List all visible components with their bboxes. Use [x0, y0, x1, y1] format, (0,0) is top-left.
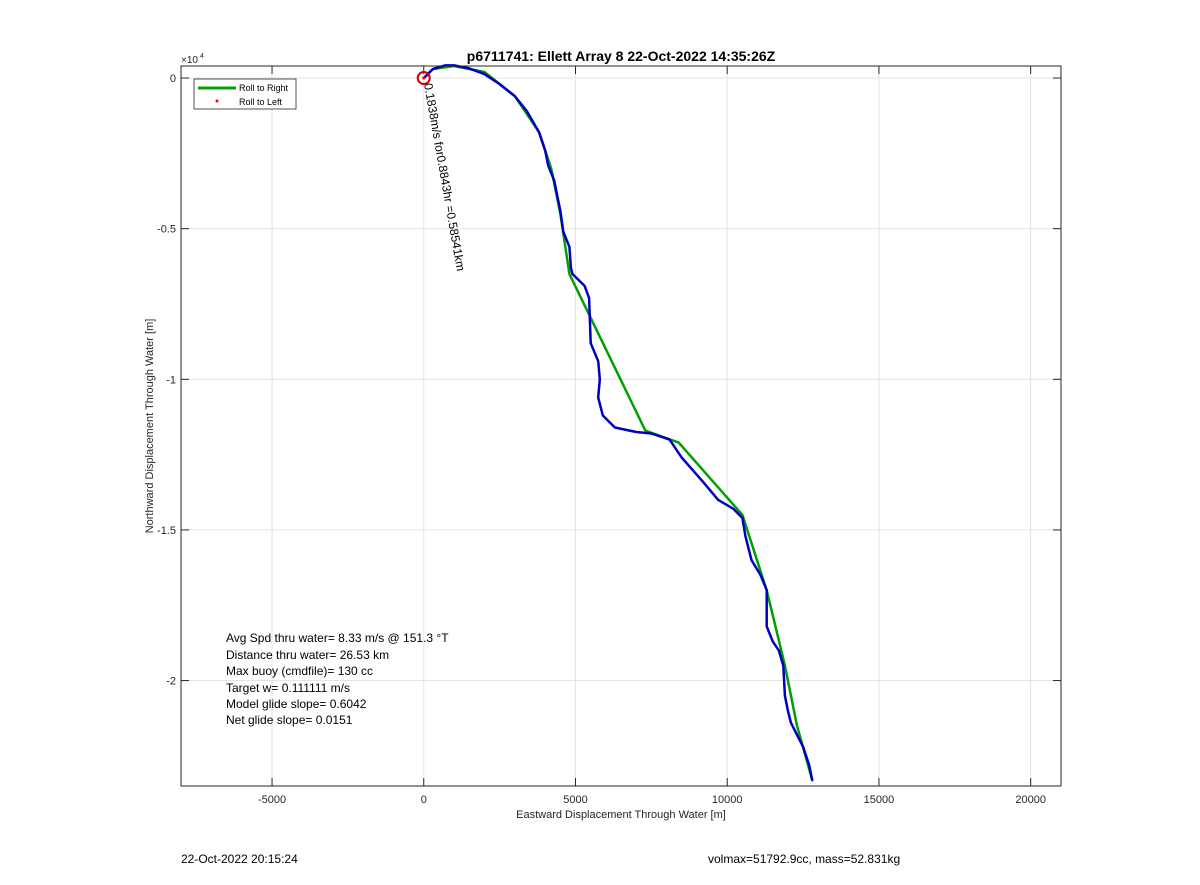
y-tick-label: 0 — [170, 73, 176, 85]
x-tick-label: 15000 — [864, 794, 895, 806]
stats-annotations: Avg Spd thru water= 8.33 m/s @ 151.3 °T … — [226, 631, 449, 727]
footer-volmax-mass: volmax=51792.9cc, mass=52.831kg — [708, 852, 901, 866]
y-tick-label: -1 — [166, 374, 176, 386]
annotation-target-w: Target w= 0.111111 m/s — [226, 681, 350, 695]
x-tick-label: 20000 — [1015, 794, 1046, 806]
legend-roll-right-label: Roll to Right — [239, 83, 289, 93]
x-tick-label: 10000 — [712, 794, 743, 806]
roll-left-point — [422, 76, 426, 80]
legend-box — [193, 78, 297, 110]
annotation-model-glide: Model glide slope= 0.6042 — [226, 697, 367, 711]
legend: Roll to Right Roll to Left — [193, 78, 297, 110]
annotation-avg-speed: Avg Spd thru water= 8.33 m/s @ 151.3 °T — [226, 631, 449, 645]
y-tick-label: -1.5 — [157, 525, 176, 537]
legend-roll-left-label: Roll to Left — [239, 97, 283, 107]
marker-layer — [416, 71, 431, 86]
x-tick-label: -5000 — [258, 794, 286, 806]
x-axis-label: Eastward Displacement Through Water [m] — [516, 809, 726, 821]
axis-ticks — [181, 66, 1061, 786]
y-multiplier-label: ×10 4 — [181, 53, 204, 66]
plot-frame — [180, 65, 1062, 787]
annotation-distance: Distance thru water= 26.53 km — [226, 648, 389, 662]
start-marker — [416, 71, 431, 86]
y-axis-label: Northward Displacement Through Water [m] — [144, 319, 156, 534]
svg-text:×10: ×10 — [181, 55, 198, 66]
svg-text:4: 4 — [200, 53, 204, 60]
x-tick-label: 0 — [421, 794, 427, 806]
chart-title: p6711741: Ellett Array 8 22-Oct-2022 14:… — [467, 48, 776, 64]
footer-timestamp: 22-Oct-2022 20:15:24 — [181, 852, 298, 866]
y-tick-label: -0.5 — [157, 224, 176, 236]
y-tick-label: -2 — [166, 676, 176, 688]
tick-labels: -5000 0 5000 10000 15000 20000 0 -0.5 -1 -1.5 -2 — [157, 73, 1046, 806]
series-line-2 — [422, 64, 814, 782]
plot-background — [181, 66, 1061, 786]
annotation-net-glide: Net glide slope= 0.0151 — [226, 713, 353, 727]
series-layer — [422, 64, 814, 782]
annotation-max-buoy: Max buoy (cmdfile)= 130 cc — [226, 664, 373, 678]
x-tick-label: 5000 — [563, 794, 587, 806]
legend-roll-left-swatch — [215, 99, 219, 103]
